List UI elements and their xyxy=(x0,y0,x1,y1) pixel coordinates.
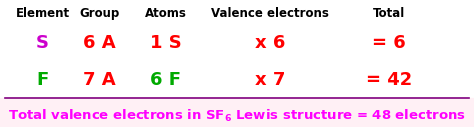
Text: x 6: x 6 xyxy=(255,34,285,52)
Text: Element: Element xyxy=(16,7,70,20)
Text: Atoms: Atoms xyxy=(145,7,187,20)
Text: Valence electrons: Valence electrons xyxy=(211,7,329,20)
Text: 6 A: 6 A xyxy=(83,34,116,52)
Text: S: S xyxy=(36,34,49,52)
Text: 1 S: 1 S xyxy=(150,34,182,52)
Text: 7 A: 7 A xyxy=(83,71,116,89)
Text: 6 F: 6 F xyxy=(150,71,182,89)
Text: F: F xyxy=(36,71,49,89)
Bar xyxy=(0,98,474,127)
Text: = 42: = 42 xyxy=(365,71,412,89)
Text: = 6: = 6 xyxy=(372,34,406,52)
Text: x 7: x 7 xyxy=(255,71,285,89)
Text: Total valence electrons in SF$_{\mathregular{6}}$ Lewis structure = 48 electrons: Total valence electrons in SF$_{\mathreg… xyxy=(8,108,466,124)
Text: Group: Group xyxy=(80,7,119,20)
Text: Total: Total xyxy=(373,7,405,20)
